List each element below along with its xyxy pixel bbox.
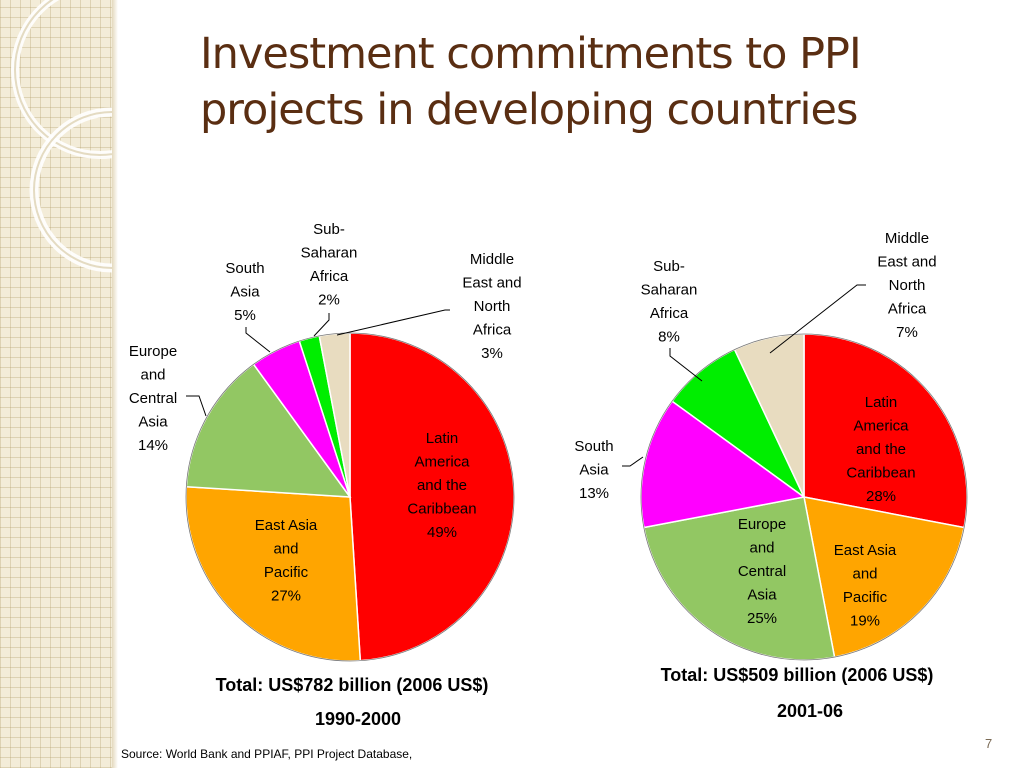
chart-2-label-south-asia: South Asia 13%	[574, 438, 613, 502]
slide-title-line-2: projects in developing countries	[200, 85, 858, 135]
chart-2-leader-middle-east-and-north-africa	[769, 284, 866, 354]
slide-title: Investment commitments to PPI projects i…	[200, 26, 980, 138]
page-number: 7	[985, 736, 993, 751]
slide-title-line-1: Investment commitments to PPI	[200, 29, 862, 79]
chart-2-total-label: Total: US$509 billion (2006 US$)	[660, 665, 934, 685]
chart-1-leader-south-asia	[245, 327, 271, 353]
chart-1-label-latin-america-and-the-caribbean: Latin America and the Caribbean 49%	[407, 430, 476, 541]
chart-1-label-middle-east-and-north-africa: Middle East and North Africa 3%	[462, 251, 521, 362]
chart-2-leader-sub-saharan-africa	[669, 348, 703, 382]
chart-1-leader-sub-saharan-africa	[313, 313, 330, 337]
chart-2-label-middle-east-and-north-africa: Middle East and North Africa 7%	[877, 230, 936, 341]
chart-2-label-europe-and-central-asia: Europe and Central Asia 25%	[738, 516, 786, 627]
chart-2-label-sub-saharan-africa: Sub-Saharan Africa 8%	[641, 258, 698, 346]
sidebar-edge	[112, 0, 118, 768]
chart-2-period-label: 2001-06	[776, 701, 844, 721]
chart-2-label-latin-america-and-the-caribbean: Latin America and the Caribbean 28%	[846, 394, 915, 505]
chart-2-leader-south-asia	[622, 456, 644, 467]
source-note: Source: World Bank and PPIAF, PPI Projec…	[121, 747, 413, 761]
chart-1-label-sub-saharan-africa: Sub-Saharan Africa 2%	[301, 221, 358, 309]
decorative-circles	[11, 0, 112, 273]
chart-2-label-east-asia-and-pacific: East Asia and Pacific 19%	[834, 542, 897, 630]
chart-1-total-label: Total: US$782 billion (2006 US$)	[215, 675, 489, 695]
chart-1-label-east-asia-and-pacific: East Asia and Pacific 27%	[255, 517, 318, 605]
decorative-sidebar	[0, 0, 112, 768]
chart-1-leader-europe-and-central-asia	[186, 395, 207, 417]
chart-1-slice-latin-america-and-the-caribbean	[349, 332, 515, 662]
chart-1-period-label: 1990-2000	[314, 709, 402, 729]
chart-1-label-south-asia: South Asia 5%	[225, 260, 264, 324]
chart-1-label-europe-and-central-asia: Europe and Central Asia 14%	[129, 343, 177, 454]
chart-1-leader-middle-east-and-north-africa	[336, 309, 450, 336]
chart-1-outline	[185, 332, 515, 662]
chart-2-outline	[640, 333, 968, 661]
